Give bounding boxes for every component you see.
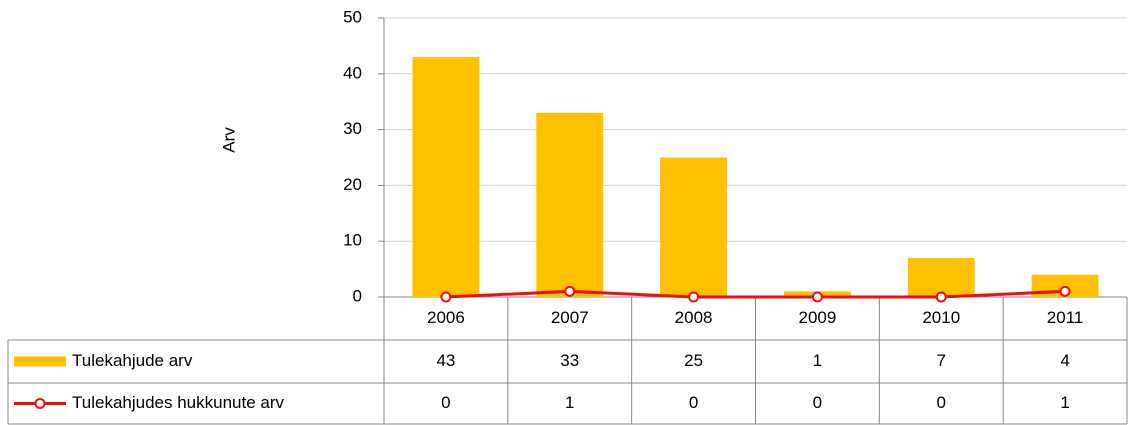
y-tick-label: 20 [343,175,362,194]
table-value: 1 [1060,393,1069,412]
y-tick-label: 10 [343,231,362,250]
y-tick-label: 30 [343,119,362,138]
x-tick-label: 2011 [1047,308,1084,327]
table-value: 25 [684,351,703,370]
table-value: 0 [689,393,698,412]
x-tick-label: 2006 [427,308,465,327]
line-marker [688,291,700,303]
table-value: 4 [1060,351,1069,370]
x-tick-label: 2008 [675,308,713,327]
line [445,289,1066,299]
table-value: 0 [813,393,822,412]
table-value: 0 [441,393,450,412]
legend-marker [34,398,46,409]
table-value: 33 [560,351,579,370]
line-marker [811,291,823,303]
legend-swatch [14,356,66,367]
bar [536,112,604,297]
y-axis-label: Arv [219,127,238,153]
x-tick-label: 2007 [551,308,589,327]
table-value: 1 [565,393,574,412]
table-value: 7 [937,351,946,370]
x-tick-label: 2009 [799,308,837,327]
bar [660,157,728,297]
bar [907,257,975,297]
legend-label: Tulekahjudes hukkunute arv [72,393,285,412]
table-value: 1 [813,351,822,370]
legend-label: Tulekahjude arv [72,351,193,370]
line-marker [440,291,452,303]
bar [412,57,480,298]
table-value: 43 [436,351,455,370]
table-value: 0 [937,393,946,412]
y-tick-label: 0 [353,286,362,305]
y-tick-label: 40 [343,63,362,82]
y-tick-label: 50 [343,7,362,26]
line-marker [564,285,576,297]
x-tick-label: 2010 [922,308,960,327]
line-marker [935,291,947,303]
line-marker [1059,285,1071,297]
